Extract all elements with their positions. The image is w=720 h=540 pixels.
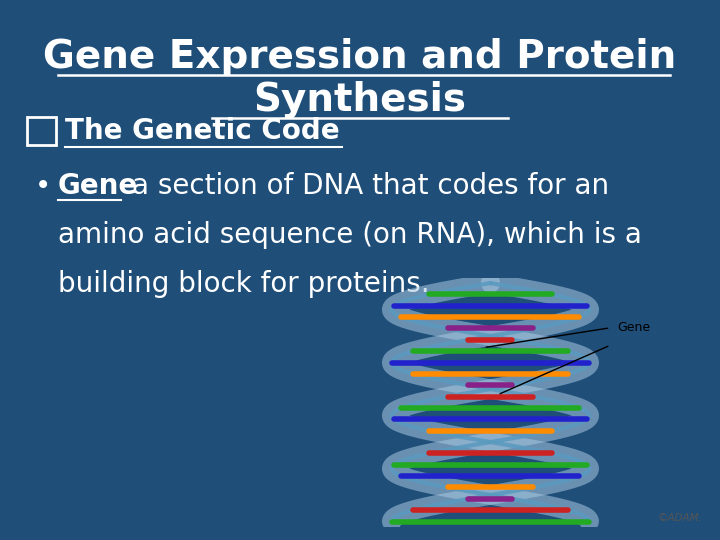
Text: Synthesis: Synthesis (253, 81, 467, 119)
Text: -a section of DNA that codes for an: -a section of DNA that codes for an (122, 172, 610, 200)
Text: •: • (35, 172, 51, 200)
Text: Gene: Gene (58, 172, 138, 200)
Text: Gene: Gene (618, 321, 651, 334)
Text: The Genetic Code: The Genetic Code (65, 117, 339, 145)
Text: ©ADAM.: ©ADAM. (657, 513, 702, 523)
Text: Gene Expression and Protein: Gene Expression and Protein (43, 38, 677, 76)
Text: building block for proteins.: building block for proteins. (58, 269, 429, 298)
Text: amino acid sequence (on RNA), which is a: amino acid sequence (on RNA), which is a (58, 221, 642, 249)
